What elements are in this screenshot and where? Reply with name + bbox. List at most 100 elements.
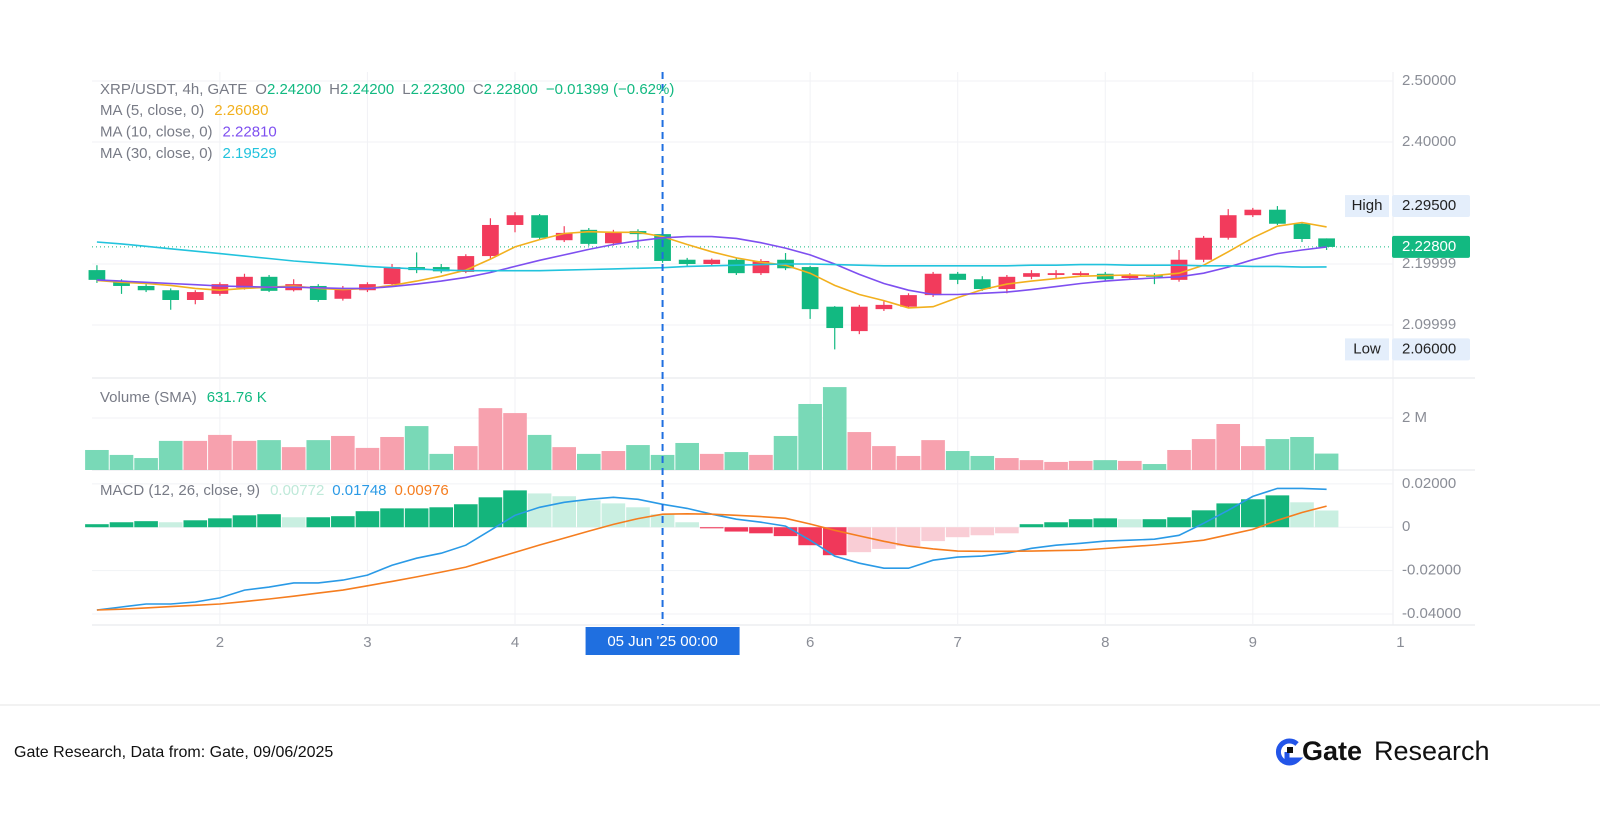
price-tag-box	[1392, 235, 1470, 258]
ma-line	[96, 235, 1327, 296]
volume-bar	[1068, 460, 1093, 470]
x-tick-label: 1	[1396, 634, 1404, 651]
logo-brand: Gate	[1302, 736, 1362, 766]
volume-bar	[1167, 449, 1191, 470]
macd-histogram-bar	[995, 527, 1019, 534]
legend-value: 2.26080	[214, 102, 268, 119]
candle-body	[482, 224, 499, 257]
volume-bar	[1044, 461, 1068, 470]
y-tick-label: 2.40000	[1402, 133, 1456, 150]
volume-bar	[208, 434, 232, 470]
volume-bar	[1290, 436, 1314, 470]
crosshair-label: 05 Jun '25 00:00	[607, 633, 717, 650]
candle-body	[359, 284, 376, 291]
legend-value: 2.22810	[223, 123, 277, 140]
y-tick-label: 2 M	[1402, 409, 1427, 426]
volume-bar	[1265, 439, 1290, 470]
candle-body	[186, 292, 204, 300]
candle-body	[678, 259, 696, 265]
candle-body	[1293, 223, 1311, 239]
volume-bar	[109, 454, 134, 470]
macd-histogram-bar	[1093, 518, 1118, 528]
macd-histogram-bar	[773, 527, 798, 537]
candle-body	[309, 285, 327, 300]
macd-histogram-bar	[1314, 510, 1339, 528]
macd-title: MACD (12, 26, close, 9)	[100, 482, 260, 499]
macd-histogram-bar	[503, 490, 527, 528]
price-tag-label: Low	[1353, 340, 1381, 357]
volume-bar	[1191, 439, 1216, 470]
legend-name: MA (5, close, 0)	[100, 102, 204, 119]
macd-histogram-bar	[331, 516, 355, 528]
volume-bar	[503, 413, 527, 470]
candle-body	[1318, 238, 1335, 247]
volume-bar	[1093, 460, 1118, 470]
candle-body	[949, 273, 967, 280]
candle-body	[973, 279, 991, 290]
macd-histogram-bar	[380, 508, 404, 528]
volume-bar	[404, 426, 429, 470]
candle-body	[1072, 273, 1090, 275]
volume-bar	[1019, 460, 1044, 470]
macd-histogram-bar	[1068, 519, 1093, 528]
macd-histogram-bar	[355, 511, 380, 528]
change: −0.01399 (−0.62%)	[546, 81, 674, 98]
macd-histogram-bar	[896, 527, 921, 547]
macd-histogram-bar	[798, 527, 822, 546]
macd-histogram-bar	[1290, 502, 1314, 528]
macd-value: 0.01748	[332, 482, 386, 499]
candle-body	[850, 306, 868, 332]
candle-body	[1269, 209, 1286, 224]
price-tag-value: 2.06000	[1402, 340, 1456, 357]
logo: Gate Research	[1276, 736, 1490, 766]
ohlc-value: 2.24200	[267, 81, 321, 98]
macd-histogram-bar	[724, 527, 749, 532]
volume-bar	[970, 455, 995, 470]
x-tick-label: 7	[954, 634, 962, 651]
candle-body	[137, 285, 155, 291]
candle-body	[654, 234, 671, 261]
x-tick-label: 6	[806, 634, 814, 651]
macd-histogram-bar	[1044, 522, 1068, 528]
volume-bar	[773, 435, 798, 470]
volume-bar	[1142, 464, 1167, 470]
volume-bar	[1314, 453, 1339, 470]
volume-bar	[281, 447, 306, 470]
macd-legend: MACD (12, 26, close, 9) 0.00772 0.01748 0.0…	[100, 482, 449, 499]
macd-histogram-bar	[1167, 517, 1191, 528]
macd-histogram-bar	[699, 527, 724, 529]
symbol: XRP/USDT, 4h, GATE	[100, 81, 247, 98]
candle-body	[236, 276, 253, 288]
volume-bar	[724, 452, 749, 470]
candle-body	[875, 304, 893, 310]
x-tick-label: 3	[363, 634, 371, 651]
candle-body	[1219, 215, 1237, 238]
macd-histogram-bar	[478, 497, 503, 528]
volume-bar	[380, 436, 404, 470]
volume-bar	[699, 453, 724, 470]
volume-bar	[1118, 460, 1142, 470]
macd-histogram-bar	[1191, 510, 1216, 528]
y-tick-label: 2.50000	[1402, 72, 1456, 89]
signal-line	[96, 505, 1327, 611]
volume-bar	[527, 434, 552, 470]
candle-body	[580, 229, 598, 244]
logo-suffix: Research	[1374, 736, 1490, 766]
volume-bar	[675, 442, 699, 470]
volume-bar	[183, 440, 208, 470]
volume-bar	[798, 403, 822, 470]
macd-histogram-bar	[1216, 503, 1241, 528]
macd-histogram-bar	[970, 527, 995, 536]
candle-body	[1121, 274, 1139, 279]
y-tick-label: 0.02000	[1402, 475, 1456, 492]
candle-body	[506, 215, 524, 225]
histogram-value: 0.00772	[270, 482, 324, 499]
ma-line	[96, 241, 1327, 272]
price-tag-label-box	[1345, 195, 1389, 218]
candle-body	[1096, 273, 1114, 280]
candle-body	[531, 215, 548, 238]
volume-bar	[331, 435, 355, 470]
candle-body	[260, 276, 278, 291]
macd-histogram-bar	[1118, 519, 1142, 528]
volume-bar	[945, 451, 970, 470]
